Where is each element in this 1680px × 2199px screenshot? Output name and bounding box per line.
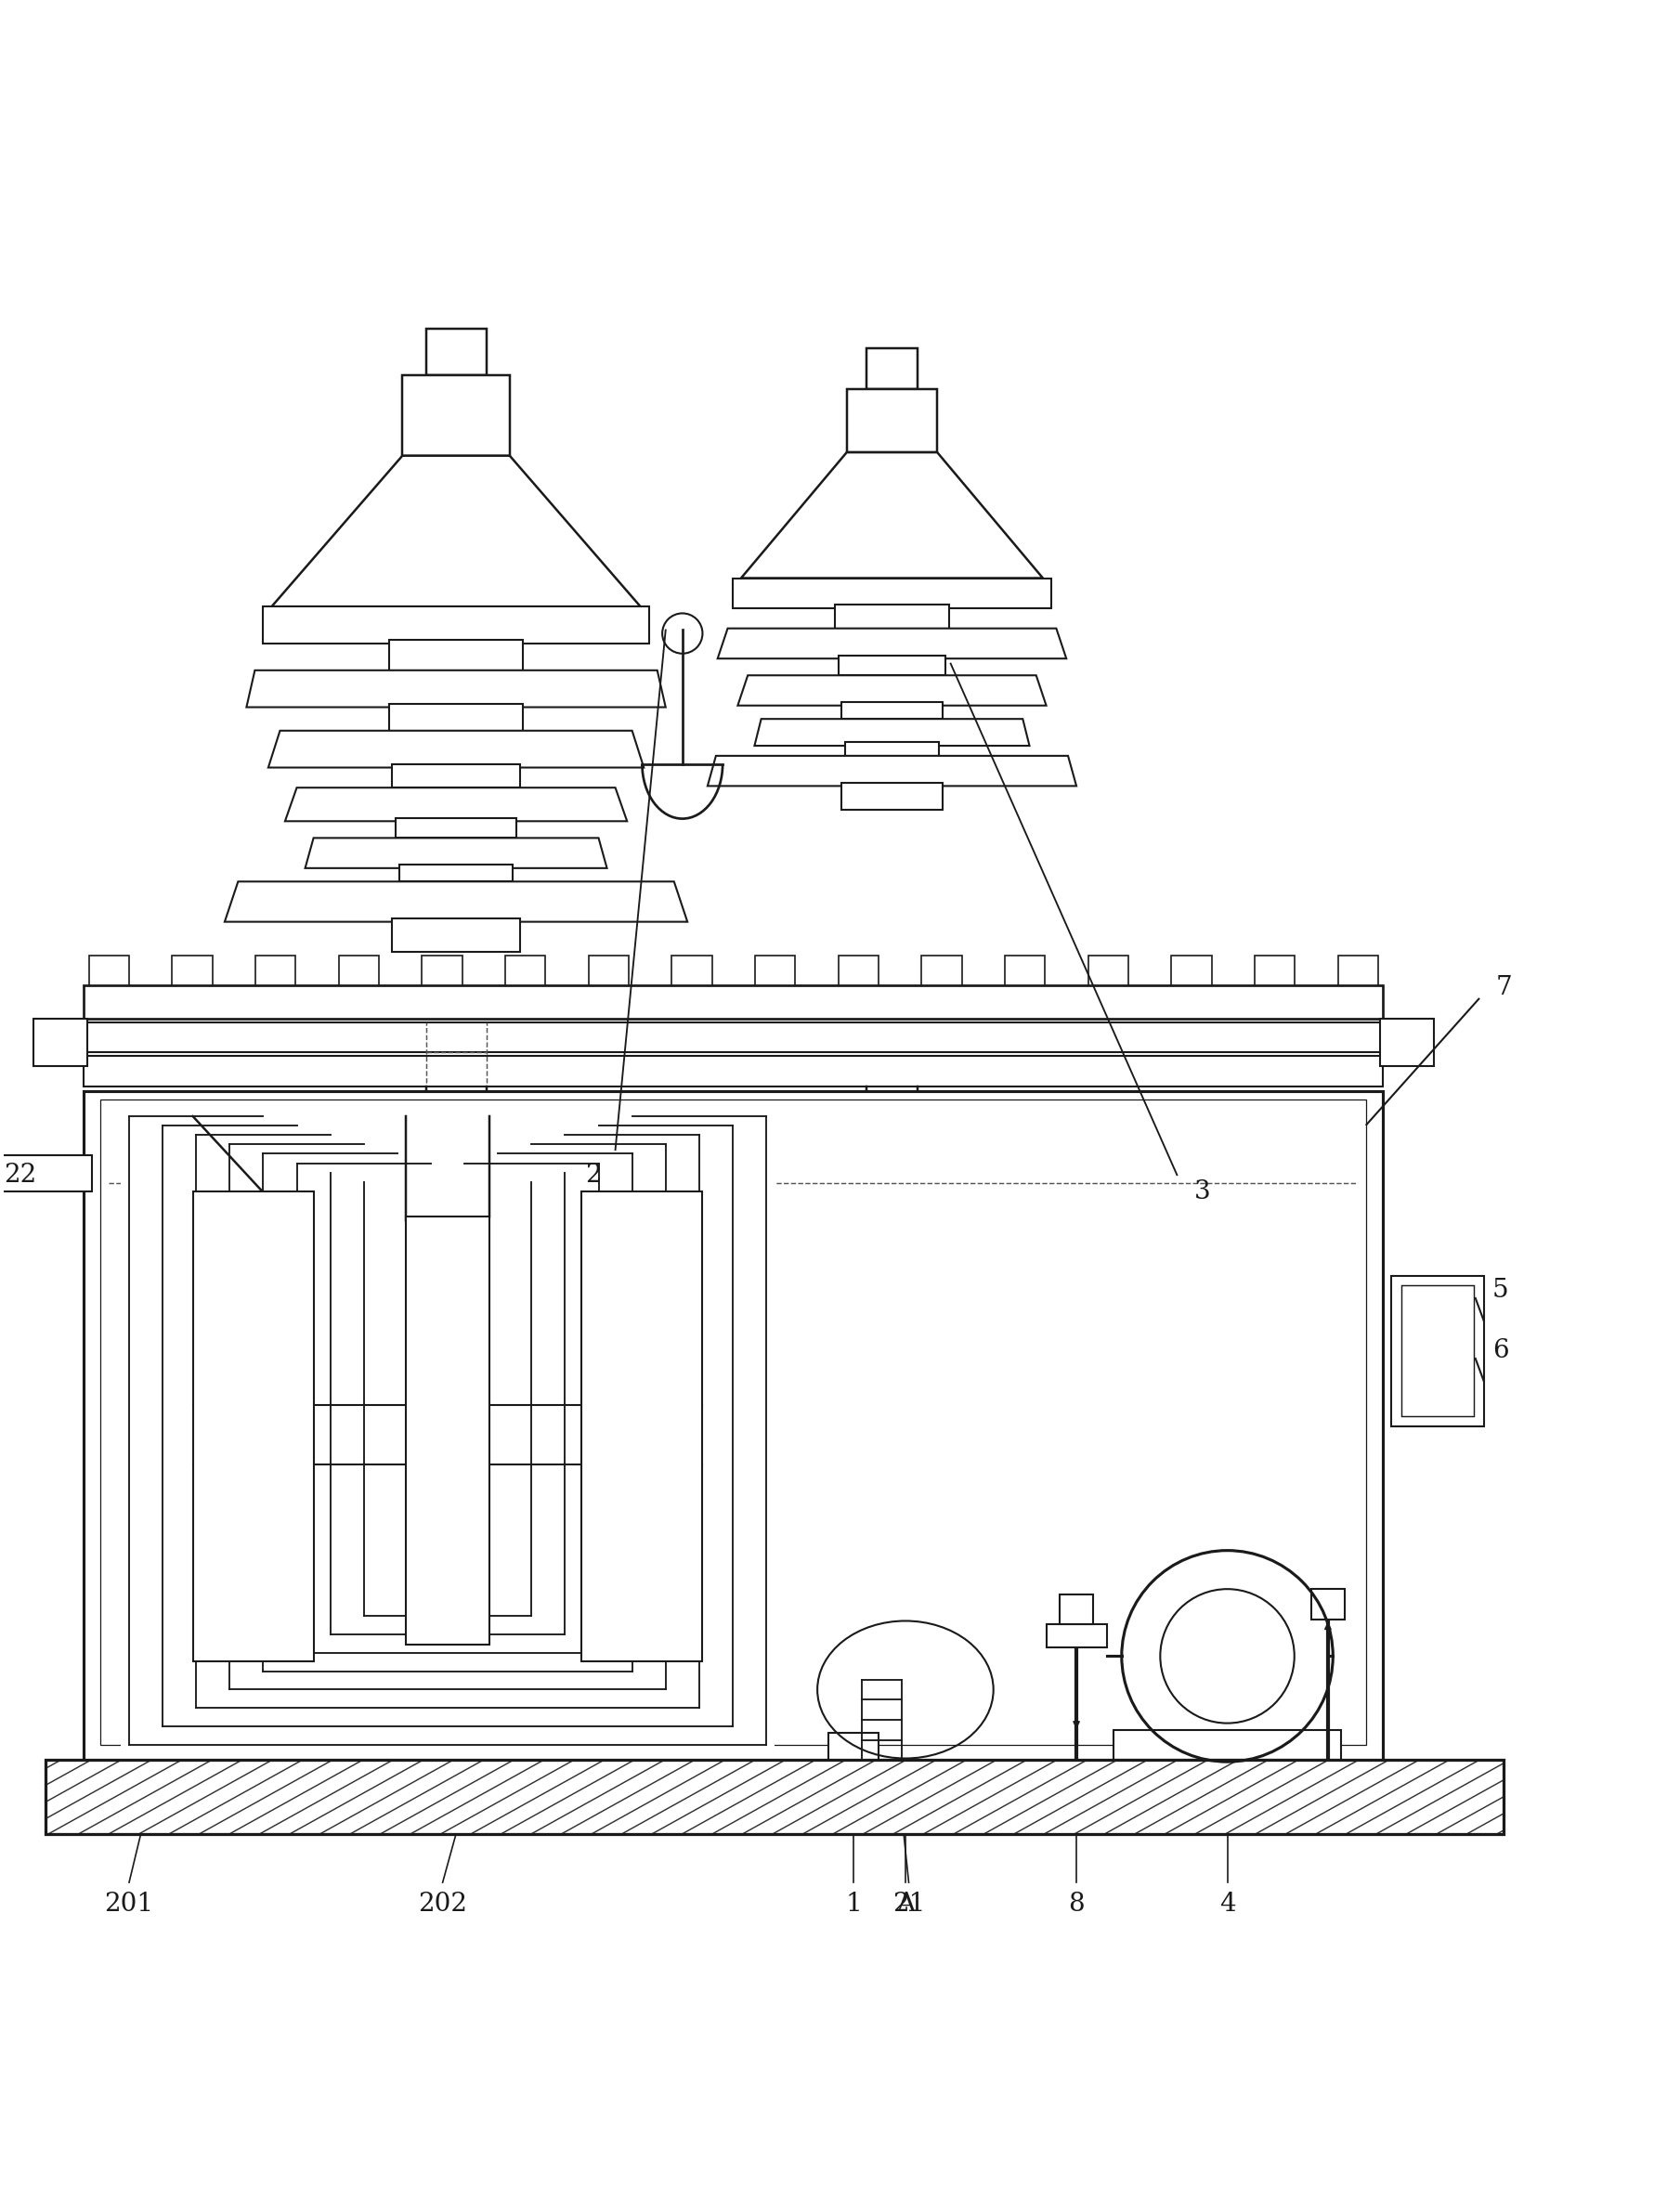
Polygon shape bbox=[225, 882, 687, 921]
Text: 8: 8 bbox=[1068, 1891, 1085, 1918]
Bar bbox=[922, 954, 963, 985]
Bar bbox=[842, 701, 942, 719]
Bar bbox=[581, 1192, 702, 1660]
Bar bbox=[121, 1108, 774, 1753]
Bar bbox=[45, 1759, 1504, 1834]
Bar bbox=[1401, 1286, 1473, 1416]
Bar bbox=[672, 954, 712, 985]
Bar bbox=[400, 864, 512, 882]
Text: 22: 22 bbox=[3, 1163, 37, 1187]
Bar bbox=[390, 640, 522, 671]
Bar bbox=[171, 954, 212, 985]
Polygon shape bbox=[286, 787, 627, 820]
Polygon shape bbox=[247, 671, 665, 708]
Bar bbox=[101, 1100, 1366, 1746]
Text: 2: 2 bbox=[585, 1163, 601, 1187]
Bar bbox=[84, 985, 1383, 1018]
Polygon shape bbox=[269, 730, 643, 767]
Text: A: A bbox=[895, 1891, 914, 1918]
Bar bbox=[1310, 1590, 1344, 1618]
Bar bbox=[84, 1091, 1383, 1761]
Bar bbox=[396, 818, 516, 838]
Text: 3: 3 bbox=[1194, 1179, 1210, 1205]
Text: 6: 6 bbox=[1492, 1339, 1509, 1363]
Text: 21: 21 bbox=[892, 1891, 926, 1918]
Bar bbox=[84, 1056, 1383, 1086]
Bar bbox=[1047, 1625, 1107, 1647]
Polygon shape bbox=[741, 453, 1043, 578]
Bar bbox=[193, 1192, 314, 1660]
Bar bbox=[1114, 1731, 1341, 1759]
Polygon shape bbox=[272, 455, 640, 607]
Bar bbox=[407, 1216, 489, 1645]
Bar bbox=[867, 347, 917, 389]
Bar bbox=[403, 376, 509, 455]
Bar bbox=[1337, 954, 1378, 985]
Bar bbox=[89, 954, 129, 985]
Bar bbox=[422, 954, 462, 985]
Bar bbox=[1089, 954, 1129, 985]
Bar bbox=[255, 954, 296, 985]
Bar bbox=[34, 1018, 87, 1067]
Text: 7: 7 bbox=[1495, 974, 1512, 1001]
Polygon shape bbox=[306, 838, 606, 869]
Bar bbox=[45, 1759, 1504, 1834]
Bar bbox=[754, 954, 795, 985]
Bar bbox=[828, 1733, 879, 1775]
Bar bbox=[1060, 1594, 1094, 1625]
Bar bbox=[838, 954, 879, 985]
Bar bbox=[838, 655, 946, 675]
Polygon shape bbox=[717, 629, 1067, 658]
Bar bbox=[1171, 954, 1211, 985]
Bar bbox=[339, 954, 380, 985]
Bar bbox=[835, 605, 949, 629]
Bar bbox=[393, 765, 519, 787]
Bar bbox=[393, 919, 519, 952]
Bar bbox=[425, 328, 486, 376]
Bar bbox=[84, 1023, 1383, 1053]
Text: 5: 5 bbox=[1492, 1278, 1509, 1304]
Bar bbox=[732, 578, 1052, 609]
Polygon shape bbox=[707, 756, 1077, 785]
Bar bbox=[1255, 954, 1295, 985]
Polygon shape bbox=[754, 719, 1030, 745]
Bar bbox=[0, 1154, 92, 1192]
Text: 1: 1 bbox=[845, 1891, 862, 1918]
Bar bbox=[506, 954, 546, 985]
Bar bbox=[588, 954, 628, 985]
Text: 201: 201 bbox=[104, 1891, 155, 1918]
Bar bbox=[1005, 954, 1045, 985]
Text: 4: 4 bbox=[1220, 1891, 1235, 1918]
Bar bbox=[842, 783, 942, 809]
Polygon shape bbox=[738, 675, 1047, 706]
Bar bbox=[845, 743, 939, 756]
Text: 202: 202 bbox=[418, 1891, 467, 1918]
Bar bbox=[390, 704, 522, 730]
Bar bbox=[847, 389, 937, 453]
Bar bbox=[264, 607, 648, 644]
Bar bbox=[1391, 1275, 1483, 1427]
Bar bbox=[1379, 1018, 1433, 1067]
